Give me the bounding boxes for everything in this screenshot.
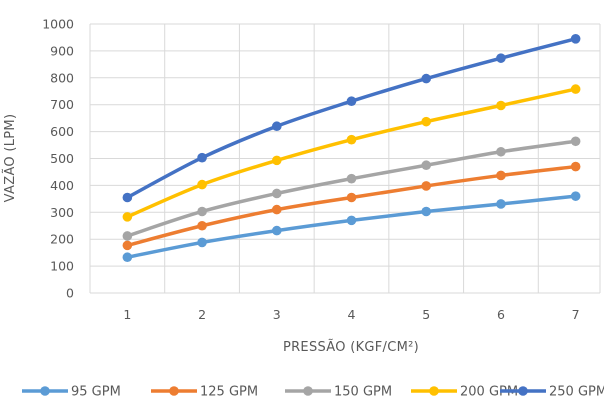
- y-tick-label: 900: [50, 43, 74, 58]
- data-point: [197, 152, 207, 163]
- y-tick-label: 0: [66, 286, 74, 301]
- x-axis-ticks: 1 2 3 4 5 6 7: [123, 307, 579, 322]
- legend-marker-0: [40, 386, 50, 396]
- data-point: [197, 237, 207, 248]
- data-point: [570, 84, 581, 94]
- data-point: [570, 33, 581, 44]
- data-point: [197, 179, 207, 190]
- x-axis-label: PRESSÃO (KGF/CM²): [283, 339, 419, 355]
- y-tick-label: 200: [50, 232, 74, 247]
- data-point: [271, 204, 282, 215]
- data-point: [346, 215, 357, 226]
- data-point: [271, 155, 282, 166]
- data-point: [122, 240, 133, 251]
- x-tick-label: 3: [273, 307, 281, 322]
- data-point: [421, 181, 432, 191]
- y-axis-ticks: 0 100 200 300 400 500 600 700 800 900 1000: [42, 17, 74, 301]
- data-point: [570, 136, 581, 147]
- y-axis-label: VAZÃO (LPM): [2, 114, 18, 203]
- legend-label-4: 250 GPM: [549, 385, 604, 400]
- data-point: [421, 206, 432, 217]
- data-point: [421, 116, 432, 127]
- data-point: [122, 192, 133, 203]
- x-tick-label: 2: [198, 307, 206, 322]
- data-point: [122, 252, 133, 263]
- legend: 95 GPM 125 GPM 150 GPM 200 GPM 250 GPM: [22, 385, 604, 400]
- data-point: [496, 170, 506, 181]
- x-tick-label: 6: [497, 307, 505, 322]
- legend-marker-1: [169, 386, 179, 396]
- data-point: [496, 146, 506, 157]
- x-tick-label: 5: [422, 307, 430, 322]
- legend-label-0: 95 GPM: [71, 385, 121, 400]
- data-point: [346, 96, 357, 107]
- data-point: [271, 188, 282, 199]
- data-point: [271, 121, 282, 132]
- data-point: [570, 191, 581, 201]
- y-tick-label: 100: [50, 259, 74, 274]
- y-tick-label: 400: [50, 178, 74, 193]
- data-point: [122, 231, 133, 241]
- data-point: [346, 173, 357, 184]
- data-point: [496, 100, 506, 111]
- data-point: [197, 206, 207, 217]
- data-point: [346, 134, 357, 145]
- x-tick-label: 1: [123, 307, 131, 322]
- data-point: [197, 220, 207, 231]
- legend-label-2: 150 GPM: [334, 385, 392, 400]
- legend-marker-4: [518, 386, 528, 396]
- gridlines: [89, 23, 601, 294]
- data-point: [570, 161, 581, 172]
- legend-label-3: 200 GPM: [460, 385, 518, 400]
- x-tick-label: 7: [572, 307, 580, 322]
- data-point: [421, 73, 432, 84]
- y-tick-label: 1000: [42, 17, 74, 32]
- legend-label-1: 125 GPM: [200, 385, 258, 400]
- data-point: [346, 192, 357, 203]
- y-tick-label: 600: [50, 124, 74, 139]
- y-tick-label: 300: [50, 205, 74, 220]
- x-tick-label: 4: [348, 307, 356, 322]
- data-point: [421, 160, 432, 171]
- legend-marker-3: [429, 386, 439, 396]
- data-point: [496, 199, 506, 209]
- series-lines: [122, 33, 581, 263]
- legend-marker-2: [303, 386, 313, 396]
- data-point: [496, 53, 506, 63]
- y-tick-label: 800: [50, 70, 74, 85]
- data-point: [122, 212, 133, 222]
- y-tick-label: 700: [50, 97, 74, 112]
- data-point: [271, 225, 282, 236]
- y-tick-label: 500: [50, 151, 74, 166]
